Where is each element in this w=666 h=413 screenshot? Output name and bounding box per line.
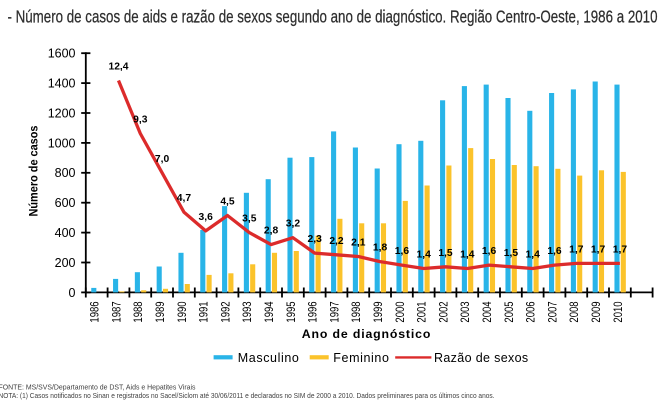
svg-text:1997: 1997 bbox=[329, 301, 341, 322]
svg-text:NOTA: (1) Casos notificados no: NOTA: (1) Casos notificados no Sinan e r… bbox=[0, 391, 495, 400]
svg-text:2007: 2007 bbox=[547, 301, 559, 322]
svg-text:2010: 2010 bbox=[613, 301, 625, 322]
svg-text:2,8: 2,8 bbox=[264, 226, 279, 237]
svg-text:200: 200 bbox=[55, 256, 76, 270]
svg-text:2,2: 2,2 bbox=[329, 236, 344, 247]
svg-text:Razão de sexos: Razão de sexos bbox=[434, 351, 529, 365]
svg-text:1990: 1990 bbox=[177, 301, 189, 322]
svg-text:1,5: 1,5 bbox=[438, 248, 453, 259]
svg-text:1200: 1200 bbox=[48, 106, 76, 120]
svg-text:400: 400 bbox=[55, 226, 76, 240]
svg-text:1,7: 1,7 bbox=[569, 244, 584, 255]
svg-text:Feminino: Feminino bbox=[333, 351, 389, 365]
svg-text:2009: 2009 bbox=[591, 301, 603, 322]
svg-text:1995: 1995 bbox=[286, 301, 298, 322]
svg-text:3,5: 3,5 bbox=[242, 214, 257, 225]
svg-text:4,7: 4,7 bbox=[177, 193, 192, 204]
svg-text:Masculino: Masculino bbox=[238, 351, 300, 365]
svg-text:0: 0 bbox=[69, 286, 76, 300]
svg-text:1998: 1998 bbox=[351, 301, 363, 322]
svg-text:1,6: 1,6 bbox=[547, 246, 562, 257]
svg-text:2000: 2000 bbox=[395, 301, 407, 322]
svg-text:4,5: 4,5 bbox=[220, 197, 235, 208]
svg-text:1,4: 1,4 bbox=[526, 250, 541, 261]
svg-text:1999: 1999 bbox=[373, 301, 385, 322]
svg-text:1400: 1400 bbox=[48, 77, 76, 91]
svg-text:1993: 1993 bbox=[242, 301, 254, 322]
svg-text:1000: 1000 bbox=[48, 136, 76, 150]
svg-text:1991: 1991 bbox=[199, 301, 211, 322]
svg-text:1,6: 1,6 bbox=[482, 246, 497, 257]
svg-text:1,7: 1,7 bbox=[591, 244, 606, 255]
svg-text:FONTE: MS/SVS/Departamento de: FONTE: MS/SVS/Departamento de DST, Aids … bbox=[0, 383, 196, 392]
svg-text:2004: 2004 bbox=[482, 301, 494, 323]
svg-text:2002: 2002 bbox=[438, 301, 450, 322]
svg-text:1,5: 1,5 bbox=[504, 248, 519, 259]
svg-text:1,6: 1,6 bbox=[395, 246, 410, 257]
svg-text:3,6: 3,6 bbox=[199, 212, 214, 223]
svg-text:1987: 1987 bbox=[111, 301, 123, 322]
svg-text:1,8: 1,8 bbox=[373, 243, 388, 254]
svg-text:7,0: 7,0 bbox=[155, 154, 170, 165]
svg-text:Número de casos: Número de casos bbox=[27, 125, 41, 216]
svg-text:1988: 1988 bbox=[133, 301, 145, 322]
svg-text:2,1: 2,1 bbox=[351, 238, 366, 249]
svg-text:12,4: 12,4 bbox=[108, 62, 128, 73]
svg-text:2005: 2005 bbox=[504, 301, 516, 322]
svg-text:2,3: 2,3 bbox=[308, 234, 323, 245]
svg-text:Ano de diagnóstico: Ano de diagnóstico bbox=[302, 327, 431, 341]
svg-text:1986: 1986 bbox=[90, 301, 102, 322]
svg-text:2003: 2003 bbox=[460, 301, 472, 322]
svg-text:- Número de casos de aids e ra: - Número de casos de aids e razão de sex… bbox=[8, 6, 658, 26]
svg-text:1996: 1996 bbox=[308, 301, 320, 322]
svg-text:2001: 2001 bbox=[417, 301, 429, 322]
svg-text:9,3: 9,3 bbox=[133, 115, 148, 126]
svg-text:2008: 2008 bbox=[569, 301, 581, 322]
svg-text:2006: 2006 bbox=[526, 301, 538, 322]
svg-text:1994: 1994 bbox=[264, 301, 276, 323]
svg-text:3,2: 3,2 bbox=[286, 219, 301, 230]
svg-text:1,4: 1,4 bbox=[417, 250, 432, 261]
svg-text:1,4: 1,4 bbox=[460, 250, 475, 261]
svg-text:1600: 1600 bbox=[48, 47, 76, 61]
svg-text:1989: 1989 bbox=[155, 301, 167, 322]
svg-text:1,7: 1,7 bbox=[613, 244, 628, 255]
svg-text:1992: 1992 bbox=[220, 301, 232, 322]
svg-text:600: 600 bbox=[55, 196, 76, 210]
svg-text:800: 800 bbox=[55, 166, 76, 180]
